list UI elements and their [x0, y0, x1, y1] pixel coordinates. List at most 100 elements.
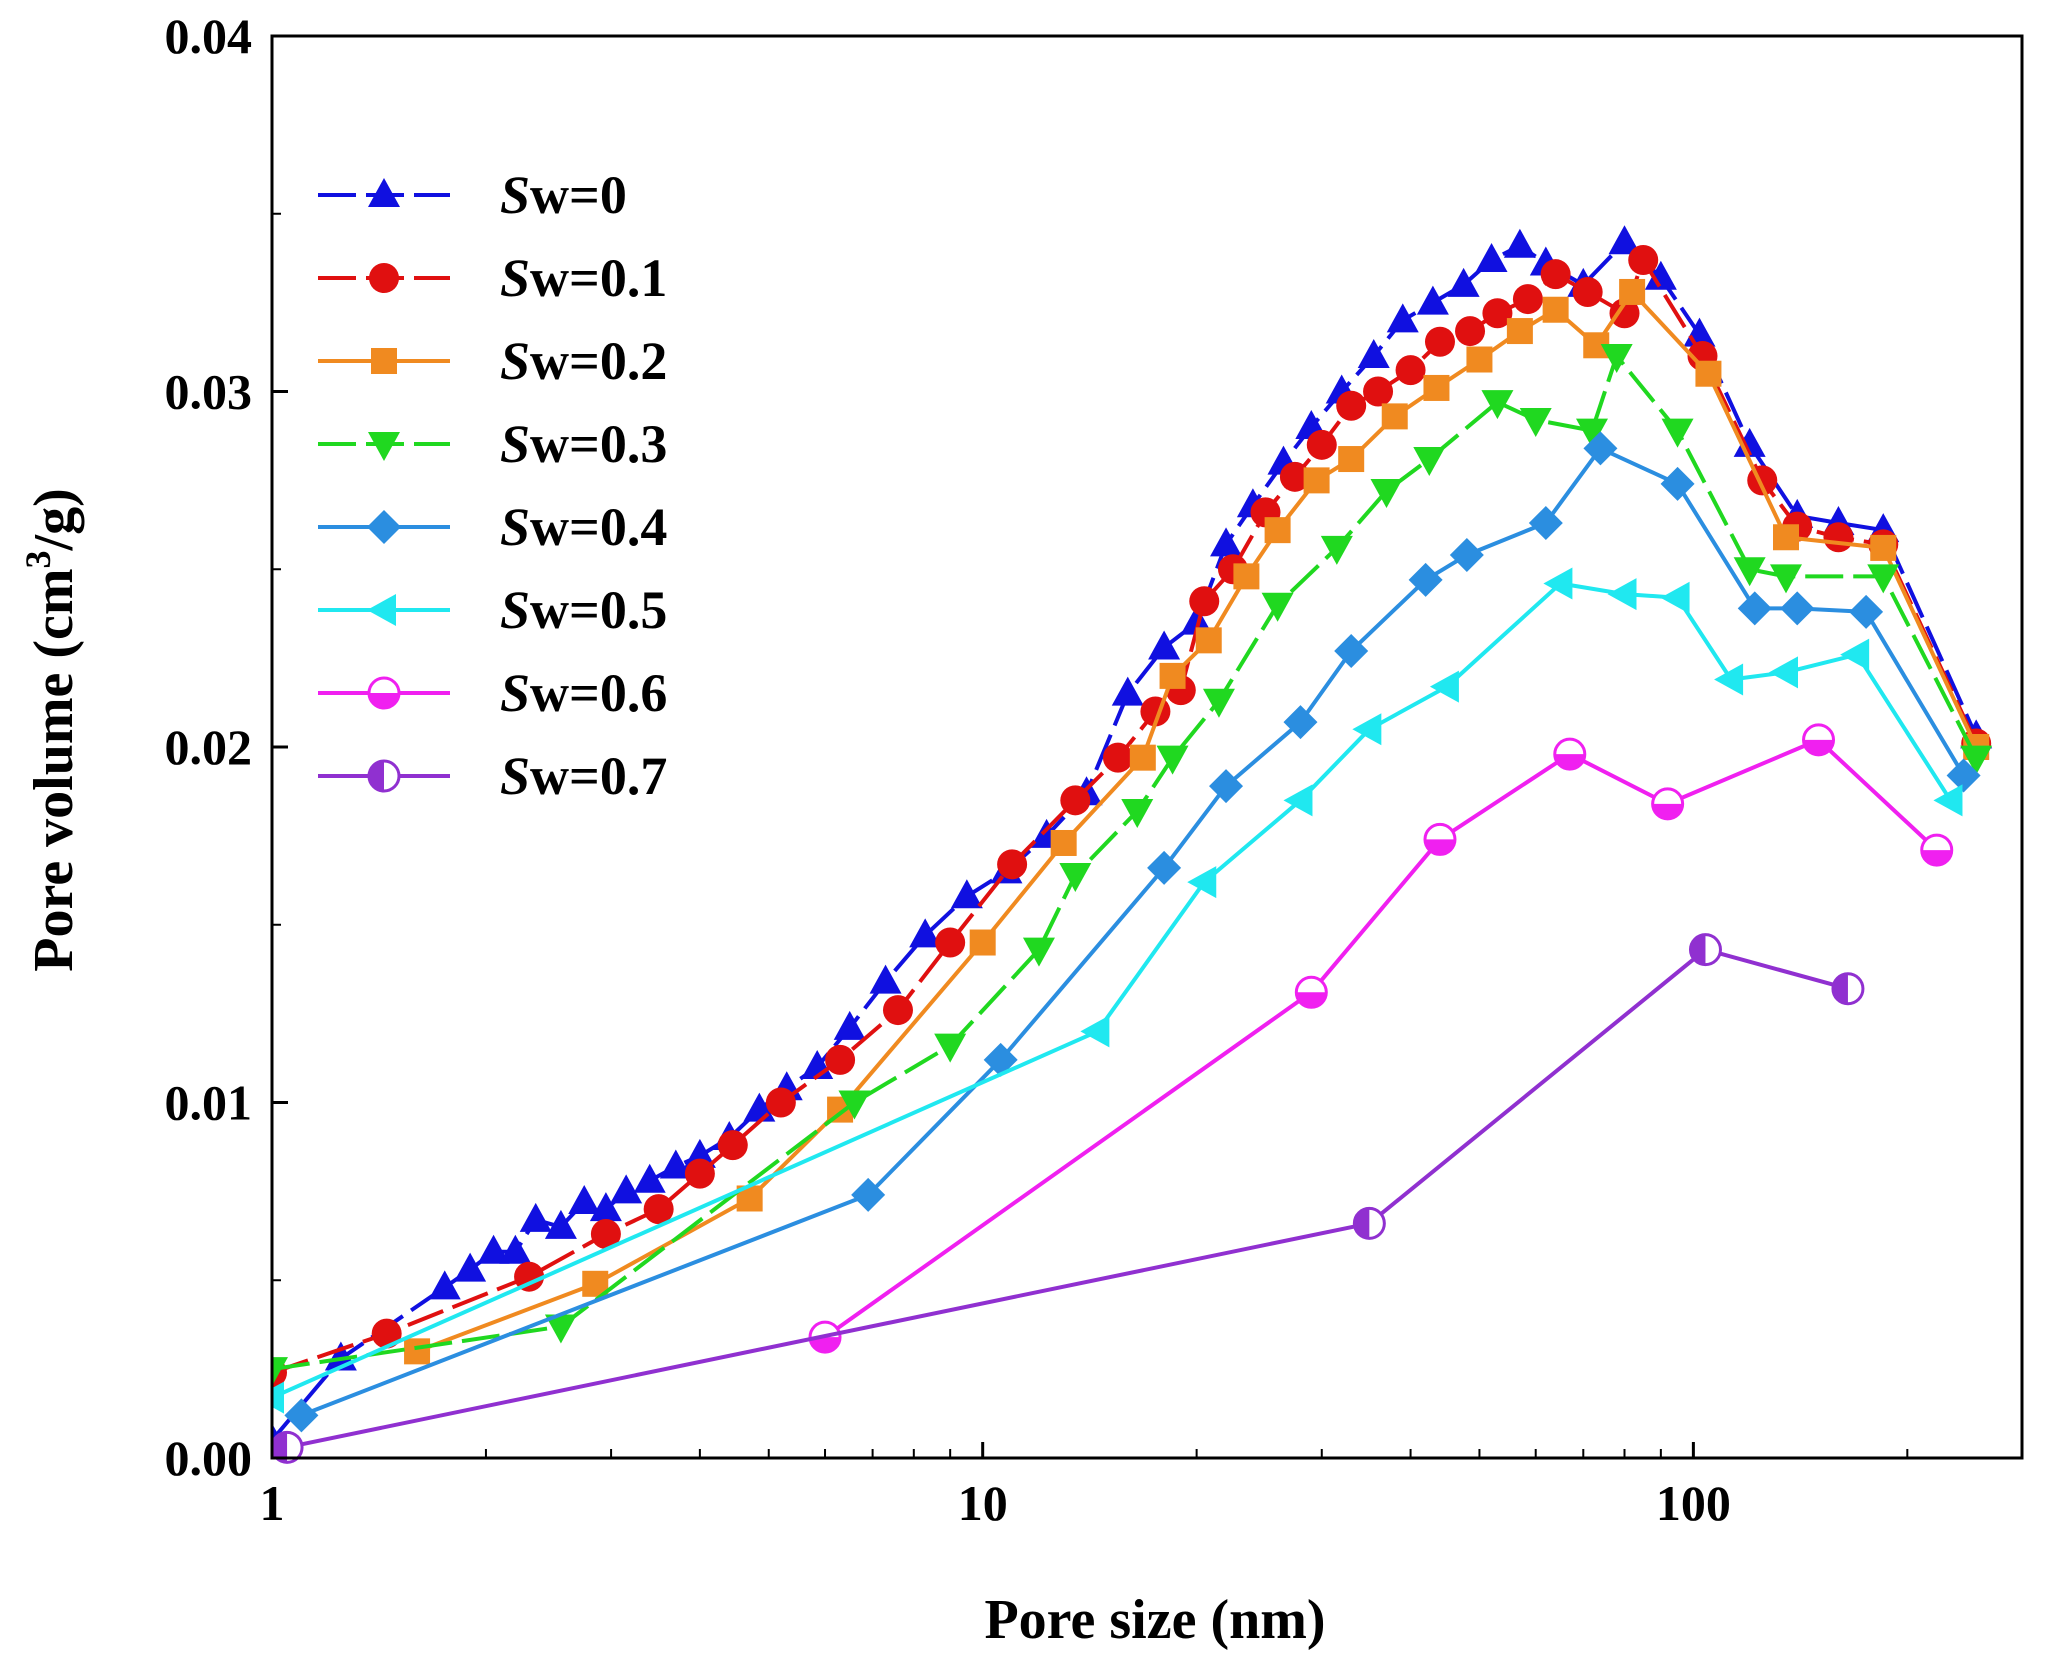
- ticks-layer: 1 10 100 0.00 0.01 0.02 0.03 0.04: [165, 8, 1909, 1531]
- data-point: [1209, 769, 1244, 804]
- data-point: [1512, 284, 1543, 315]
- data-point: [284, 1398, 319, 1433]
- data-point: [477, 1234, 510, 1264]
- series-sw-0.7: [272, 933, 1865, 1464]
- data-point: [1849, 594, 1884, 629]
- data-point: [1408, 562, 1443, 597]
- y-axis-label-post: /g): [23, 488, 85, 551]
- data-point: [1159, 662, 1186, 689]
- data-point: [1180, 605, 1213, 635]
- data-point: [1660, 466, 1695, 501]
- x-axis-label: Pore size (nm): [984, 1589, 1325, 1651]
- data-point: [934, 1033, 967, 1063]
- y-tick-label: 0.03: [165, 364, 253, 420]
- legend-marker: [371, 348, 397, 374]
- data-point: [633, 1163, 666, 1193]
- data-point: [1129, 744, 1156, 771]
- data-point: [1733, 427, 1766, 457]
- data-point: [1363, 376, 1394, 407]
- data-point: [1773, 524, 1800, 551]
- data-point: [1395, 355, 1426, 386]
- data-point: [1542, 296, 1569, 323]
- data-point: [1080, 1015, 1110, 1048]
- legend-marker: [367, 594, 396, 626]
- data-point: [1022, 937, 1055, 967]
- data-point: [1644, 260, 1677, 290]
- data-point: [1449, 538, 1484, 573]
- data-point: [1060, 785, 1091, 816]
- legend-item: Sw=0.3: [318, 414, 667, 474]
- legend-marker: [369, 263, 399, 293]
- data-point: [1770, 564, 1803, 594]
- data-point: [1336, 390, 1367, 421]
- series-sw-0.2: [404, 278, 1990, 1365]
- data-point: [1503, 228, 1536, 258]
- data-point: [1583, 431, 1618, 466]
- data-point: [272, 1381, 284, 1414]
- legend-item: Sw=0.1: [318, 248, 667, 308]
- data-point: [610, 1174, 643, 1204]
- legend-label: Sw=0.4: [500, 497, 667, 557]
- data-point: [1261, 592, 1294, 622]
- data-point: [1619, 278, 1646, 305]
- data-point: [519, 1202, 552, 1232]
- data-point: [1920, 833, 1954, 867]
- series-line: [272, 354, 1978, 1372]
- data-point: [1352, 1206, 1386, 1240]
- data-point: [544, 1314, 577, 1344]
- data-point: [1283, 705, 1318, 740]
- data-point: [1352, 713, 1382, 746]
- data-point: [950, 879, 983, 909]
- data-point: [272, 1357, 288, 1387]
- legend-item: Sw=0.5: [318, 580, 667, 640]
- legend: Sw=0 Sw=0.1 Sw=0.2 Sw=0.3 Sw=0.4 Sw=0.5 Sw=0.6…: [318, 165, 667, 806]
- data-point: [1802, 723, 1836, 757]
- data-point: [1210, 527, 1243, 557]
- data-point: [1370, 479, 1403, 509]
- data-point: [833, 1010, 866, 1040]
- data-point: [1050, 829, 1077, 856]
- data-point: [1651, 787, 1685, 821]
- data-point: [643, 1194, 674, 1225]
- data-point: [1475, 242, 1508, 272]
- data-point: [1769, 656, 1799, 689]
- legend-label: Sw=0.2: [500, 331, 667, 391]
- data-point: [1608, 225, 1641, 255]
- legend-marker: [368, 178, 400, 207]
- series-layer: [272, 225, 1993, 1464]
- data-point: [765, 1087, 796, 1118]
- data-point: [1543, 567, 1573, 600]
- data-point: [1607, 578, 1637, 611]
- data-point: [1338, 446, 1365, 473]
- data-point: [1780, 591, 1815, 626]
- data-point: [1572, 276, 1603, 307]
- data-point: [1482, 298, 1513, 329]
- data-point: [1147, 850, 1182, 885]
- data-point: [1059, 862, 1092, 892]
- data-point: [1386, 303, 1419, 333]
- data-point: [997, 849, 1028, 880]
- y-axis-label: Pore volume (cm3/g): [18, 488, 85, 971]
- data-point: [1528, 506, 1563, 541]
- data-point: [1187, 866, 1217, 899]
- x-tick-label: 1: [260, 1475, 285, 1531]
- data-point: [514, 1261, 545, 1292]
- data-point: [869, 964, 902, 994]
- data-point: [717, 1130, 748, 1161]
- legend-item: Sw=0.4: [318, 497, 667, 557]
- data-point: [1264, 517, 1291, 544]
- data-point: [1320, 535, 1353, 565]
- data-point: [1466, 346, 1493, 373]
- data-point: [1413, 447, 1446, 477]
- series-line: [300, 446, 1966, 1418]
- data-point: [404, 1338, 431, 1365]
- data-point: [1714, 663, 1744, 696]
- data-point: [1823, 522, 1854, 553]
- legend-label: Sw=0.6: [500, 663, 667, 723]
- data-point: [1609, 298, 1640, 329]
- data-point: [1960, 745, 1993, 775]
- y-tick-label: 0.02: [165, 719, 253, 775]
- data-point: [659, 1149, 692, 1179]
- data-point: [1733, 557, 1766, 587]
- data-point: [1688, 933, 1722, 967]
